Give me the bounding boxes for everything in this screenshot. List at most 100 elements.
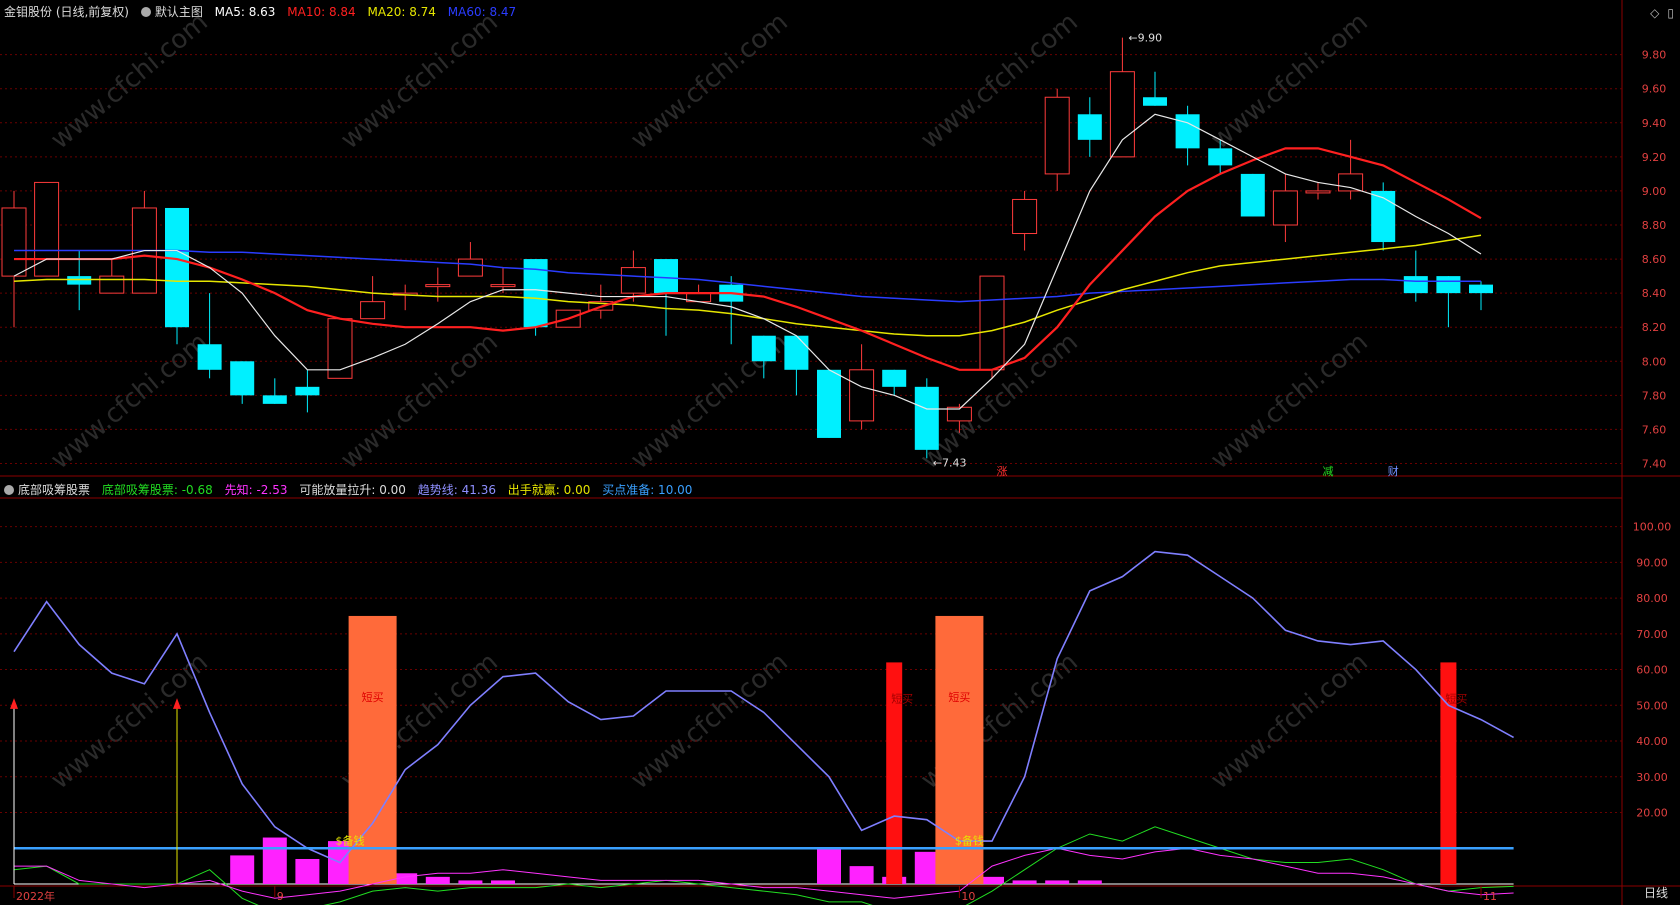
indicator-value-1: 底部吸筹股票: -0.68: [101, 483, 213, 497]
price-tick-label: 7.80: [1642, 389, 1667, 402]
candle-body-down: [1240, 173, 1265, 217]
date-label: 9: [277, 890, 284, 903]
candle-body-down: [882, 369, 907, 387]
cash-label: $备钱: [336, 833, 365, 847]
red-arrow-icon: [10, 698, 18, 709]
candle-body-up: [457, 258, 483, 277]
magenta-bar: [817, 848, 841, 884]
indicator-tick-label: 50.00: [1636, 699, 1668, 712]
candle-body-down: [230, 361, 255, 396]
magenta-bar: [849, 866, 874, 884]
main-chart-header: 金钼股份 (日线,前复权) 默认主图 MA5: 8.63 MA10: 8.84 …: [4, 3, 524, 21]
candle-body-up: [849, 369, 875, 422]
magenta-bar: [1045, 880, 1070, 884]
red-bar-label: 短买: [1445, 691, 1467, 705]
price-tick-label: 9.20: [1642, 151, 1667, 164]
candle-body-down: [1175, 114, 1200, 149]
high-price-label: ←9.90: [1128, 32, 1162, 45]
magenta-bar: [980, 876, 1004, 884]
price-tick-label: 8.60: [1642, 253, 1667, 266]
indicator-tick-label: 90.00: [1636, 556, 1668, 569]
candle-body-down: [817, 369, 841, 438]
date-label: 11: [1483, 890, 1497, 903]
candle-body-down: [67, 276, 92, 285]
magenta-indicator-line: [14, 847, 1514, 899]
candle-body-down: [914, 386, 939, 450]
red-signal-bar: [886, 662, 903, 884]
magenta-bar: [1077, 880, 1102, 884]
green-indicator-line: [13, 826, 1514, 905]
price-tick-label: 9.60: [1642, 83, 1667, 96]
cash-label: $备钱: [955, 833, 984, 847]
indicator-tick-label: 100.00: [1633, 521, 1672, 534]
price-tick-label: 7.40: [1642, 457, 1667, 470]
candle-body-down: [654, 259, 678, 294]
main-chart-name[interactable]: 默认主图: [154, 5, 203, 19]
candle-body-down: [1208, 148, 1233, 166]
indicator-name[interactable]: 底部吸筹股票: [18, 483, 91, 497]
candle-body-up: [946, 406, 972, 422]
magenta-bar: [1012, 880, 1037, 884]
period-label[interactable]: 日线: [1643, 886, 1668, 900]
red-signal-bar: [1440, 662, 1457, 884]
ma20-value: MA20: 8.74: [367, 5, 436, 19]
stock-title[interactable]: 金钼股份 (日线,前复权): [4, 5, 129, 19]
ma5-line: [13, 113, 1482, 410]
ma60-value: MA60: 8.47: [447, 5, 517, 19]
candle-body-down: [751, 335, 776, 362]
low-price-label: ←7.43: [933, 456, 967, 469]
window-controls: ◇ ▯: [1642, 6, 1674, 20]
price-tick-label: 8.00: [1642, 355, 1667, 368]
indicator-value-2: 先知: -2.53: [224, 483, 288, 497]
price-tick-label: 9.00: [1642, 185, 1667, 198]
event-marker: 财: [1388, 464, 1399, 478]
settings-dot-icon[interactable]: [140, 7, 151, 17]
magenta-bar: [295, 858, 320, 884]
ma10-line: [14, 147, 1482, 371]
event-marker: 涨: [997, 465, 1008, 478]
orange-bar-label: 短买: [362, 690, 384, 704]
candle-body-up: [1272, 190, 1298, 226]
price-tick-label: 8.80: [1642, 219, 1667, 232]
event-marker: 减: [1323, 465, 1334, 478]
red-arrow-icon: [173, 698, 181, 709]
indicator-value-6: 买点准备: 10.00: [602, 483, 693, 497]
orange-signal-bar: [348, 615, 397, 884]
candle-body-down: [784, 335, 809, 370]
orange-signal-bar: [935, 615, 984, 884]
diamond-icon[interactable]: ◇: [1650, 6, 1660, 20]
settings-dot-icon[interactable]: [4, 485, 14, 495]
price-tick-label: 7.60: [1642, 423, 1667, 436]
price-tick-label: 8.20: [1642, 321, 1667, 334]
candle-body-up: [1305, 190, 1331, 194]
price-tick-label: 8.40: [1642, 287, 1667, 300]
orange-bar-label: 短买: [948, 690, 970, 704]
price-tick-label: 9.80: [1642, 49, 1667, 62]
candle-body-up: [1338, 173, 1364, 192]
candle-body-up: [620, 267, 646, 294]
indicator-header: 底部吸筹股票 底部吸筹股票: -0.68 先知: -2.53 可能放量拉升: 0…: [4, 481, 700, 499]
indicator-tick-label: 70.00: [1636, 628, 1668, 641]
ma10-value: MA10: 8.84: [287, 5, 356, 19]
candle-body-down: [1436, 276, 1461, 294]
red-bar-label: 短买: [891, 691, 913, 705]
date-label: 10: [961, 890, 975, 903]
ma5-value: MA5: 8.63: [214, 5, 276, 19]
magenta-bar: [393, 873, 418, 884]
ma20-line: [13, 234, 1482, 337]
candle-body-down: [165, 207, 189, 328]
candle-body-down: [1077, 114, 1102, 140]
candle-body-up: [99, 275, 125, 294]
indicator-tick-label: 40.00: [1636, 735, 1668, 748]
candle-body-up: [1012, 198, 1038, 235]
candle-body-up: [1044, 96, 1070, 175]
candle-body-down: [295, 386, 320, 396]
candle-body-down: [1403, 276, 1428, 294]
indicator-tick-label: 80.00: [1636, 592, 1668, 605]
date-label: 2022年: [16, 889, 55, 903]
magenta-bar: [458, 880, 483, 884]
close-icon[interactable]: ▯: [1667, 6, 1674, 20]
candle-body-up: [327, 318, 353, 379]
